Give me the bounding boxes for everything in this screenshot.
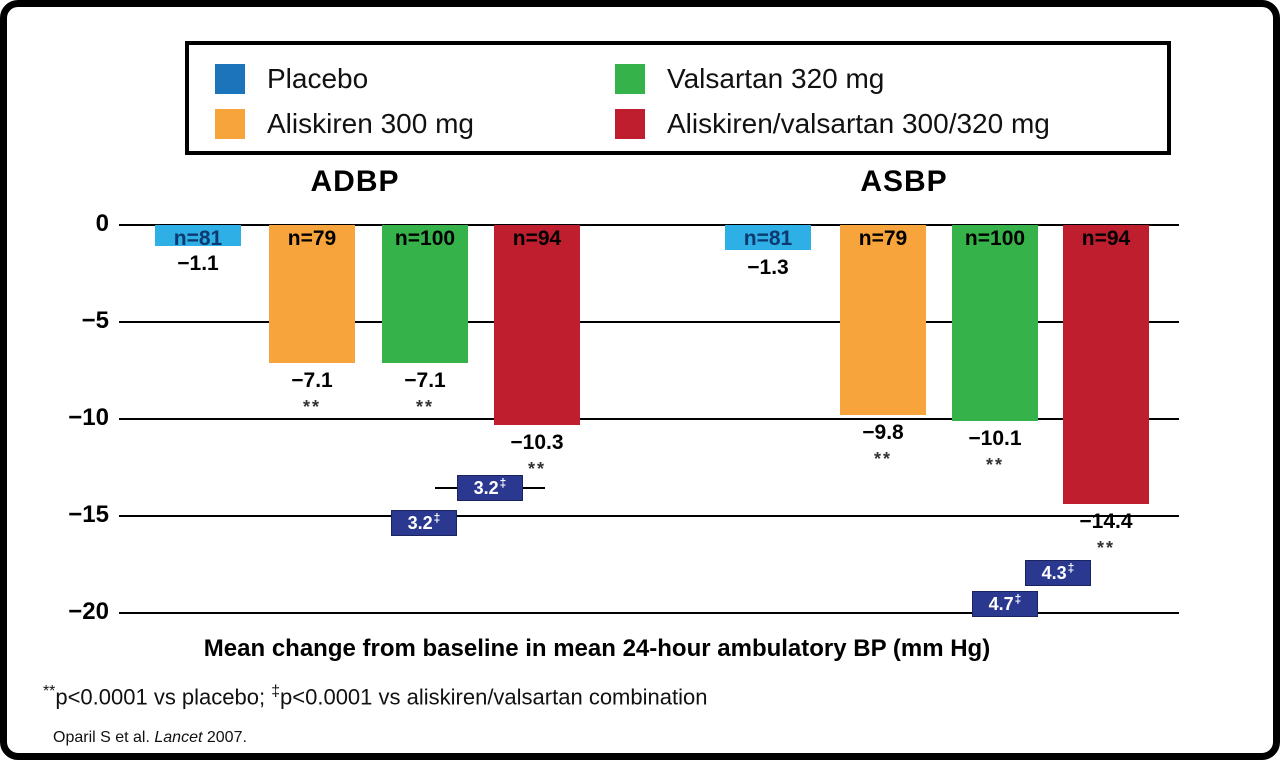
axis-caption: Mean change from baseline in mean 24-hou… <box>203 635 991 662</box>
legend: Placebo Valsartan 320 mg Aliskiren 300 m… <box>185 41 1171 155</box>
bar-adbp-placebo <box>155 225 241 246</box>
citation: Oparil S et al. Lancet 2007. <box>53 729 247 746</box>
bar-asbp-aliskiren-valsartan-300-320-mg <box>1063 225 1149 504</box>
bar-n-label: n=100 <box>394 227 456 250</box>
y-axis-tick-label: −15 <box>68 501 109 528</box>
significance-marker: ** <box>1096 538 1115 558</box>
bar-value-label: −1.3 <box>747 256 789 279</box>
bar-asbp-placebo <box>725 225 811 250</box>
bar-value-label: −10.1 <box>968 427 1022 450</box>
aliskiren-valsartan-swatch <box>615 108 645 139</box>
gridline <box>119 224 1179 226</box>
legend-item-placebo: Placebo <box>215 63 615 95</box>
bar-n-label: n=94 <box>1081 227 1131 250</box>
group-title-asbp: ASBP <box>860 165 948 198</box>
y-axis-tick-label: −20 <box>68 598 109 625</box>
placebo-swatch <box>215 63 245 94</box>
aliskiren-swatch <box>215 108 245 139</box>
gridline <box>119 418 1179 420</box>
legend-row: Placebo Valsartan 320 mg <box>215 56 1167 101</box>
significance-marker: ** <box>873 449 892 469</box>
significance-marker: ** <box>985 455 1004 475</box>
bar-n-label: n=81 <box>173 227 223 250</box>
significance-footnote: **p<0.0001 vs placebo; ‡p<0.0001 vs alis… <box>43 683 708 710</box>
bar-value-label: −1.1 <box>177 252 219 275</box>
bar-n-label: n=81 <box>743 227 793 250</box>
bar-n-label: n=100 <box>964 227 1026 250</box>
bar-adbp-valsartan-320-mg <box>382 225 468 363</box>
bar-value-label: −14.4 <box>1079 510 1133 533</box>
y-axis-tick-label: −10 <box>68 404 109 431</box>
gridline <box>119 612 1179 614</box>
legend-label-aliskiren-valsartan: Aliskiren/valsartan 300/320 mg <box>667 107 1050 139</box>
y-axis-tick-label: 0 <box>95 210 109 237</box>
bar-n-label: n=94 <box>512 227 562 250</box>
bar-n-label: n=79 <box>287 227 337 250</box>
legend-label-placebo: Placebo <box>267 62 369 94</box>
significance-marker: ** <box>527 459 546 479</box>
bar-adbp-aliskiren-valsartan-300-320-mg <box>494 225 580 425</box>
significance-marker: ** <box>302 397 321 417</box>
bar-asbp-aliskiren-300-mg <box>840 225 926 415</box>
significance-marker: ** <box>415 397 434 417</box>
bar-asbp-valsartan-320-mg <box>952 225 1038 421</box>
legend-item-valsartan: Valsartan 320 mg <box>615 63 884 95</box>
legend-label-aliskiren: Aliskiren 300 mg <box>267 107 474 139</box>
gridline <box>119 321 1179 323</box>
bar-value-label: −10.3 <box>510 431 564 454</box>
legend-item-aliskiren: Aliskiren 300 mg <box>215 108 615 140</box>
bar-adbp-aliskiren-300-mg <box>269 225 355 363</box>
valsartan-swatch <box>615 63 645 94</box>
plot-area: 0 −5 −10 −15 −20 n=81 −1.1 n=79 −7.1 ** n=100 −7.1 *… <box>7 7 1273 753</box>
difference-marker: 3.2 ‡ <box>391 510 457 536</box>
bar-value-label: −7.1 <box>404 369 446 392</box>
difference-marker: 3.2 ‡ <box>457 475 523 501</box>
legend-label-valsartan: Valsartan 320 mg <box>667 62 885 94</box>
group-title-adbp: ADBP <box>310 165 400 198</box>
legend-row: Aliskiren 300 mg Aliskiren/valsartan 300… <box>215 101 1167 146</box>
bar-value-label: −9.8 <box>862 421 904 444</box>
bar-n-label: n=79 <box>858 227 908 250</box>
difference-marker: 4.7 ‡ <box>972 591 1038 617</box>
y-axis-tick-label: −5 <box>81 307 109 334</box>
difference-marker: 4.3 ‡ <box>1025 560 1091 586</box>
legend-item-aliskiren-valsartan: Aliskiren/valsartan 300/320 mg <box>615 108 1050 140</box>
bar-value-label: −7.1 <box>291 369 333 392</box>
gridline <box>119 515 1179 517</box>
